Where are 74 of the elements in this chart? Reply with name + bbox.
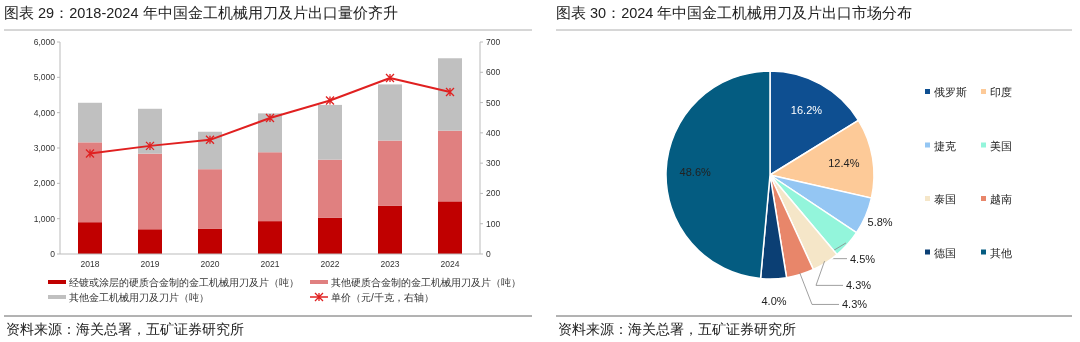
data-label: 4.0% <box>761 295 787 308</box>
point <box>85 148 95 159</box>
x-tick-label: 2024 <box>440 259 460 269</box>
x-tick-label: 2019 <box>140 259 160 269</box>
text: 资料来源：海关总署，五矿证券研究所 <box>558 322 796 337</box>
legend-label: 捷克 <box>934 139 956 152</box>
legend-label: 俄罗斯 <box>934 86 967 98</box>
data-label: 16.2% <box>790 103 823 116</box>
y-tick-label: 2,000 <box>33 178 56 189</box>
y2-tick-label: 400 <box>486 127 501 138</box>
data-label: 5.8% <box>867 216 893 229</box>
bar <box>138 108 162 154</box>
x-tick-label: 2023 <box>380 259 400 269</box>
x-tick-label: 2022 <box>320 259 340 269</box>
point <box>145 141 155 151</box>
y2-tick-label: 700 <box>486 37 501 47</box>
bar <box>318 217 342 254</box>
bar <box>378 205 402 254</box>
x-tick-label: 2021 <box>260 259 280 269</box>
bar <box>78 142 102 223</box>
bar <box>438 58 462 131</box>
data-label: 12.4% <box>828 156 860 169</box>
y-tick-label: 3,000 <box>33 143 56 153</box>
bar <box>438 201 462 254</box>
y-tick-label: 1,000 <box>33 213 56 224</box>
legend-label: 其他 <box>990 246 1012 259</box>
data-label: 4.3% <box>846 279 872 292</box>
bar <box>78 222 102 254</box>
bar <box>198 169 222 229</box>
point <box>265 113 275 123</box>
legend-label: 越南 <box>990 193 1012 205</box>
x-tick-label: 2018 <box>80 259 100 269</box>
bar <box>378 140 402 206</box>
y2-tick-label: 500 <box>486 97 501 108</box>
legend-label: 经镀或涂层的硬质合金制的金工机械用刀及片（吨） <box>69 277 299 288</box>
bar <box>318 159 342 218</box>
legend-label: 德国 <box>934 246 956 259</box>
bar <box>198 131 222 170</box>
y-tick-label: 0 <box>50 249 56 259</box>
y2-tick-label: 300 <box>486 158 501 169</box>
bar <box>258 113 282 153</box>
legend-label: 泰国 <box>934 193 956 205</box>
y2-tick-label: 200 <box>486 188 501 199</box>
legend-label: 印度 <box>990 86 1012 98</box>
bar <box>258 221 282 254</box>
point <box>205 135 215 145</box>
bar <box>378 84 402 141</box>
legend-label: 美国 <box>990 139 1012 152</box>
bar <box>438 130 462 202</box>
data-label: 48.6% <box>679 165 712 178</box>
bar <box>138 153 162 230</box>
text: 资料来源：海关总署，五矿证券研究所 <box>6 322 244 337</box>
legend-label: 单价（元/千克，右轴） <box>331 292 434 303</box>
bar <box>138 229 162 254</box>
y2-tick-label: 0 <box>486 249 491 259</box>
y-tick-label: 6,000 <box>33 37 56 47</box>
x-tick-label: 2020 <box>200 259 220 269</box>
point <box>385 73 395 83</box>
y2-tick-label: 600 <box>486 67 501 78</box>
bar <box>318 104 342 160</box>
y2-tick-label: 100 <box>486 218 501 229</box>
data-label: 4.3% <box>842 298 868 311</box>
y-tick-label: 4,000 <box>33 107 56 118</box>
bar <box>78 102 102 143</box>
bar <box>258 152 282 222</box>
point <box>445 87 455 97</box>
data-label: 4.5% <box>850 252 876 265</box>
point <box>325 95 335 106</box>
chart-title: 图表 30：2024 年中国金工机械用刀及片出口市场分布 <box>556 5 913 21</box>
legend-label: 其他硬质合金制的金工机械用刀及片（吨） <box>331 277 521 288</box>
bar <box>198 228 222 254</box>
chart-title: 图表 29：2018-2024 年中国金工机械用刀及片出口量价齐升 <box>4 5 398 21</box>
y-tick-label: 5,000 <box>33 72 56 83</box>
legend-label: 其他金工机械用刀及刀片（吨） <box>69 292 209 303</box>
